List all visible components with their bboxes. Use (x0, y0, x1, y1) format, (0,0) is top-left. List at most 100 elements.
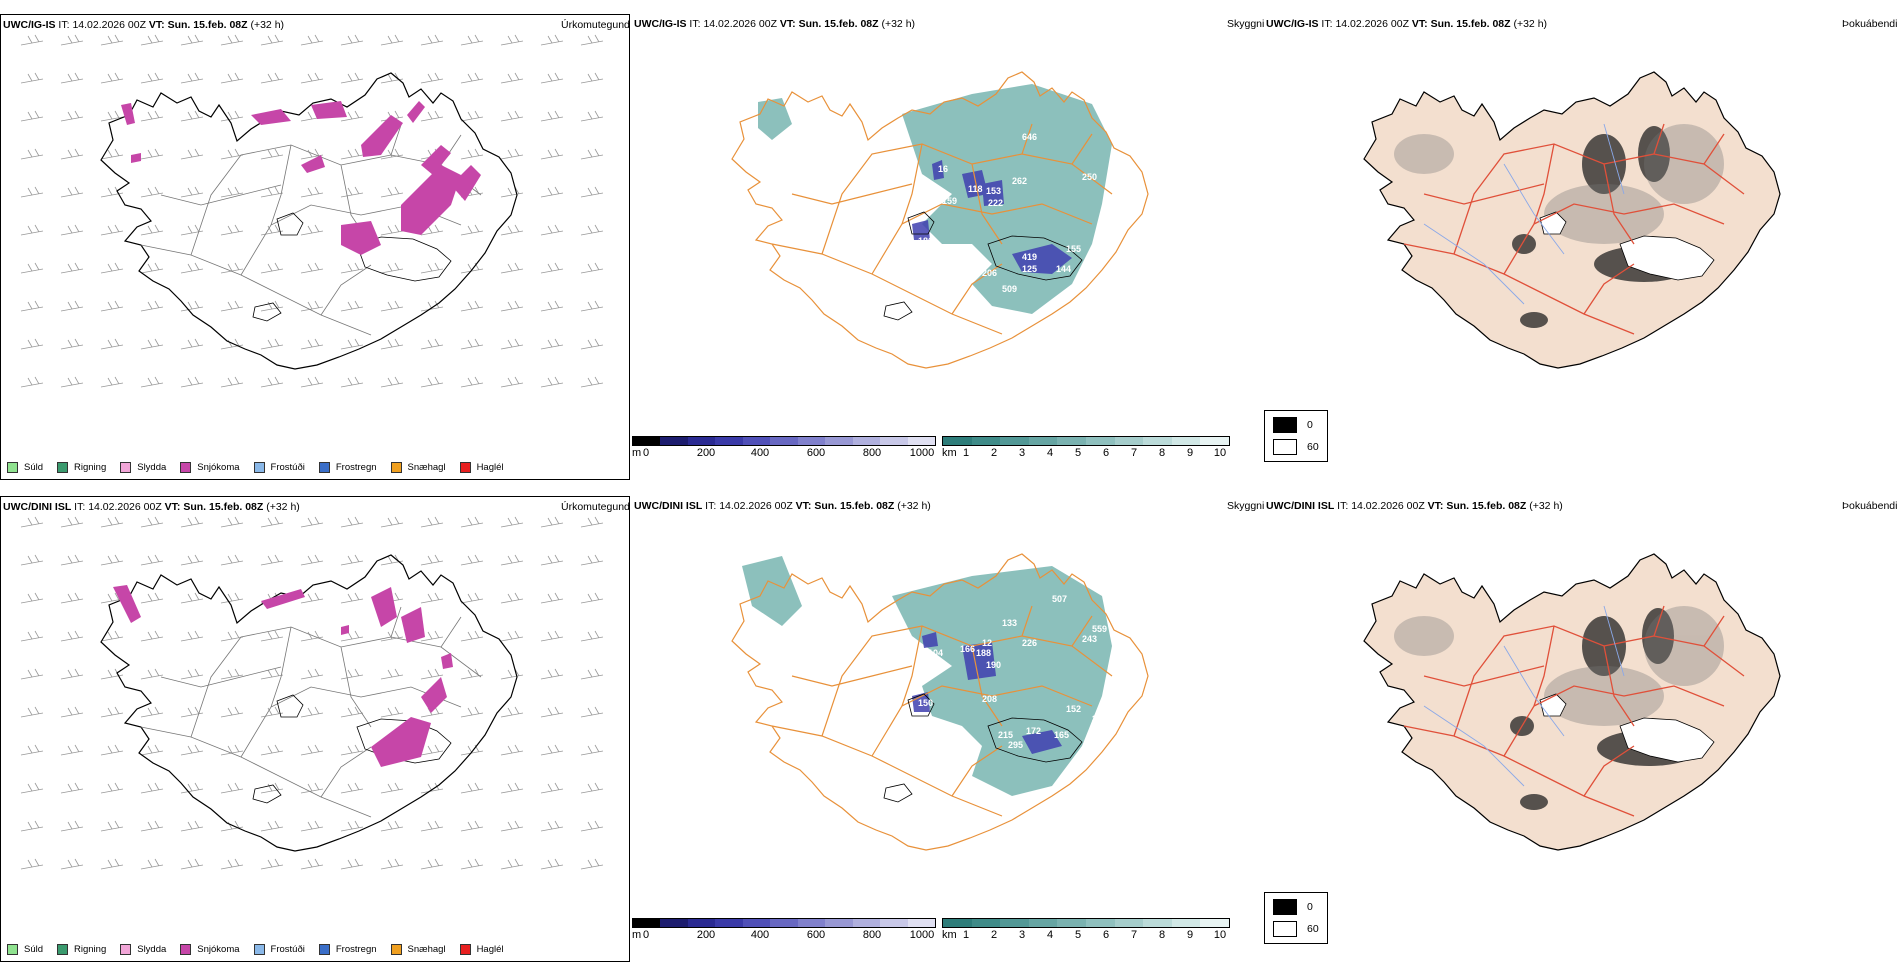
vis-label: 150 (918, 698, 933, 708)
wind-barb (500, 72, 524, 84)
wind-barb (300, 224, 324, 236)
wind-barb (180, 706, 204, 718)
wind-barb (180, 858, 204, 870)
wind-barb (100, 262, 124, 274)
wind-barb (380, 148, 404, 160)
wind-barb (460, 706, 484, 718)
wind-barb (60, 668, 84, 680)
wind-barb (500, 224, 524, 236)
wind-barb (580, 262, 604, 274)
wind-barb (140, 706, 164, 718)
wind-barb (580, 592, 604, 604)
wind-barb (580, 224, 604, 236)
wind-barb (300, 34, 324, 46)
wind-barb (220, 148, 244, 160)
wind-barb (100, 148, 124, 160)
wind-barb (460, 630, 484, 642)
wind-barb (60, 706, 84, 718)
wind-barb (60, 820, 84, 832)
wind-barb (260, 516, 284, 528)
vis-label: 507 (1052, 594, 1067, 604)
wind-barb (260, 376, 284, 388)
wind-barb (140, 516, 164, 528)
wind-barb (180, 338, 204, 350)
wind-barb (460, 820, 484, 832)
fog-grey (1394, 124, 1724, 244)
wind-barb (20, 148, 44, 160)
wind-barb (580, 186, 604, 198)
wind-barb (540, 516, 564, 528)
wind-barb (300, 782, 324, 794)
wind-barb (540, 338, 564, 350)
wind-barb (460, 262, 484, 274)
vis-label: 186 (918, 236, 933, 246)
precip-type-legend: Súld Rigning Slydda Snjókoma Frostúði Fr… (7, 462, 504, 473)
wind-barb (20, 630, 44, 642)
wind-barb (180, 72, 204, 84)
wind-barb (380, 782, 404, 794)
vis-label: 118 (968, 184, 983, 194)
wind-barb (580, 376, 604, 388)
wind-barb (300, 376, 324, 388)
vis-label: 559 (1092, 624, 1107, 634)
wind-barb (20, 706, 44, 718)
wind-barb (540, 668, 564, 680)
wind-barb (380, 668, 404, 680)
wind-barb (500, 858, 524, 870)
panel-header: UWC/DINI ISL IT: 14.02.2026 00Z VT: Sun.… (3, 501, 300, 513)
wind-barb (540, 630, 564, 642)
wind-barb (260, 338, 284, 350)
wind-barb (500, 338, 524, 350)
wind-barb (580, 668, 604, 680)
fog-legend: 0 60 (1264, 892, 1328, 944)
wind-barb (540, 34, 564, 46)
wind-barb (300, 262, 324, 274)
wind-barb (60, 554, 84, 566)
wind-barb (60, 34, 84, 46)
wind-barb (260, 858, 284, 870)
wind-barb (500, 148, 524, 160)
wind-barb (220, 338, 244, 350)
panel-type-label: Þokuábendi (1842, 18, 1898, 30)
vis-label: 78 (974, 258, 984, 268)
wind-barb (420, 34, 444, 46)
visibility-panel-row2: UWC/DINI ISL IT: 14.02.2026 00Z VT: Sun.… (632, 496, 1264, 962)
vis-label: 226 (1022, 638, 1037, 648)
wind-barb (260, 72, 284, 84)
wind-barb (20, 592, 44, 604)
wind-barb (180, 554, 204, 566)
wind-barb (540, 300, 564, 312)
wind-barb (260, 186, 284, 198)
wind-barb (180, 820, 204, 832)
vis-label: 155 (1066, 244, 1081, 254)
vis-label: 16 (938, 164, 948, 174)
wind-barb (420, 630, 444, 642)
wind-barb (20, 858, 44, 870)
vis-label: 502 (1092, 252, 1107, 262)
wind-barb (140, 186, 164, 198)
wind-barb (580, 820, 604, 832)
wind-barb (300, 186, 324, 198)
wind-barb (60, 744, 84, 756)
wind-barb (140, 376, 164, 388)
vis-label: 152 (1066, 704, 1081, 714)
wind-barb (220, 554, 244, 566)
vis-label: 419 (1022, 252, 1037, 262)
vis-label: 243 (1082, 634, 1097, 644)
wind-barb (380, 186, 404, 198)
wind-barb (420, 72, 444, 84)
km-colorbar-swatches (942, 436, 1230, 446)
wind-barb (100, 592, 124, 604)
wind-barb (460, 110, 484, 122)
wind-barb (100, 516, 124, 528)
wind-barb (500, 630, 524, 642)
vis-labels: 16 118 153 159 222 262 646 250 449 186 4… (918, 132, 1117, 294)
wind-barb (300, 630, 324, 642)
wind-barb (20, 34, 44, 46)
wind-barb (500, 186, 524, 198)
wind-barb (420, 376, 444, 388)
wind-barb (340, 782, 364, 794)
wind-barb (20, 262, 44, 274)
wind-barb (100, 34, 124, 46)
wind-barb (20, 554, 44, 566)
